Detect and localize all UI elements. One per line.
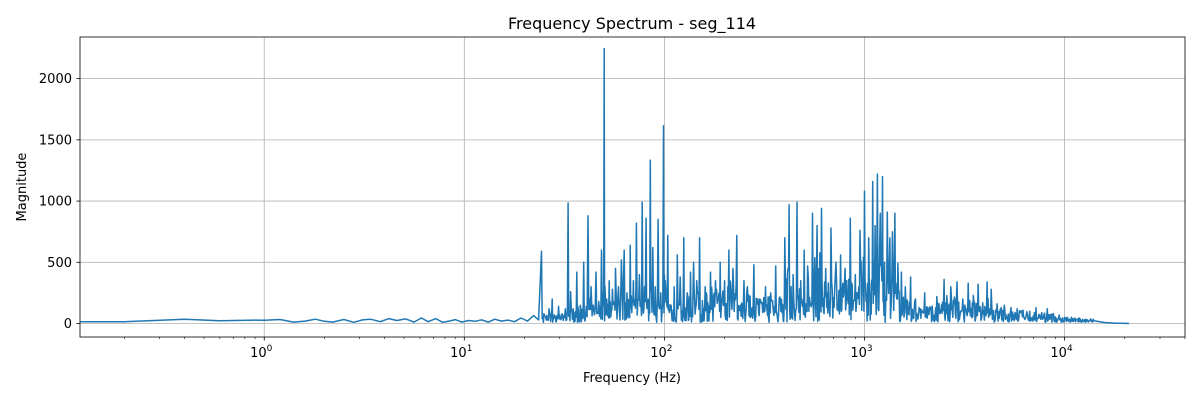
y-axis-label: Magnitude — [15, 153, 30, 222]
y-tick-label: 1500 — [39, 133, 72, 148]
x-tick-label: 104 — [1050, 344, 1073, 361]
x-tick-label: 103 — [850, 344, 872, 361]
grid-lines — [80, 37, 1185, 337]
x-tick-label: 102 — [650, 344, 672, 361]
y-tick-label: 500 — [47, 256, 72, 271]
chart-title: Frequency Spectrum - seg_114 — [508, 14, 756, 34]
x-tick-label: 100 — [250, 344, 273, 361]
y-tick-label: 2000 — [39, 72, 72, 87]
y-tick-label: 0 — [64, 317, 72, 332]
x-tick-label: 101 — [450, 344, 472, 361]
axis-ticks: 0 500 1000 1500 2000 100 101 102 103 104 — [39, 72, 1186, 361]
axes-frame — [79, 36, 1186, 338]
y-tick-label: 1000 — [39, 195, 72, 210]
x-axis-label: Frequency (Hz) — [583, 371, 681, 386]
plot-area — [80, 47, 1130, 325]
spectrum-line — [80, 47, 1130, 325]
